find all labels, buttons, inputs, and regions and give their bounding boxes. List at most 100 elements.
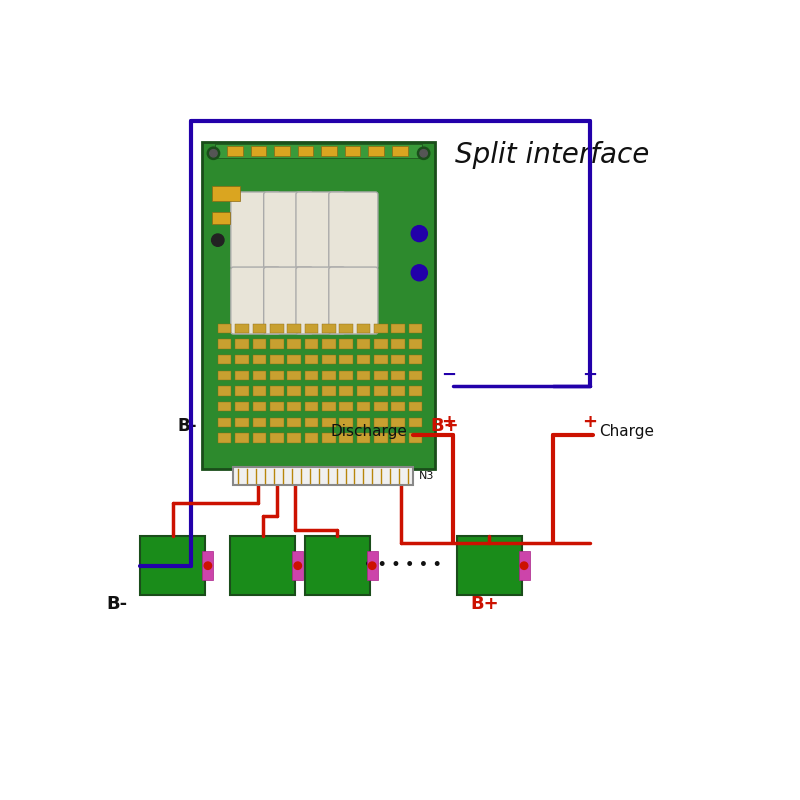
- Bar: [322, 355, 336, 364]
- Bar: [235, 370, 249, 380]
- Bar: [391, 339, 405, 349]
- Bar: [366, 551, 378, 580]
- Bar: [369, 146, 384, 156]
- FancyBboxPatch shape: [296, 192, 345, 269]
- FancyBboxPatch shape: [140, 537, 206, 595]
- Bar: [287, 355, 301, 364]
- Text: Discharge: Discharge: [330, 424, 407, 439]
- Bar: [287, 324, 301, 333]
- Bar: [235, 386, 249, 395]
- Bar: [392, 146, 407, 156]
- Bar: [287, 434, 301, 442]
- Bar: [409, 324, 422, 333]
- Bar: [202, 551, 214, 580]
- Bar: [409, 386, 422, 395]
- Bar: [409, 418, 422, 427]
- Circle shape: [411, 265, 427, 281]
- Bar: [235, 355, 249, 364]
- Bar: [218, 386, 231, 395]
- Bar: [357, 324, 370, 333]
- Text: −: −: [582, 366, 598, 383]
- Bar: [305, 386, 318, 395]
- Bar: [270, 339, 283, 349]
- Bar: [250, 146, 266, 156]
- Bar: [339, 370, 353, 380]
- Circle shape: [204, 562, 211, 570]
- Bar: [374, 386, 388, 395]
- Bar: [218, 339, 231, 349]
- Bar: [518, 551, 530, 580]
- Bar: [270, 418, 283, 427]
- FancyBboxPatch shape: [296, 267, 345, 334]
- Bar: [235, 434, 249, 442]
- FancyBboxPatch shape: [329, 192, 378, 269]
- Circle shape: [520, 562, 528, 570]
- Bar: [253, 402, 266, 411]
- Bar: [305, 355, 318, 364]
- Bar: [322, 370, 336, 380]
- Bar: [322, 418, 336, 427]
- Bar: [374, 355, 388, 364]
- Bar: [305, 370, 318, 380]
- Bar: [339, 434, 353, 442]
- Bar: [339, 402, 353, 411]
- Bar: [374, 418, 388, 427]
- Bar: [322, 434, 336, 442]
- Bar: [270, 324, 283, 333]
- Bar: [339, 339, 353, 349]
- Bar: [305, 324, 318, 333]
- Text: +: +: [582, 414, 598, 431]
- Bar: [357, 386, 370, 395]
- Bar: [357, 370, 370, 380]
- FancyBboxPatch shape: [329, 267, 378, 334]
- Bar: [357, 434, 370, 442]
- Bar: [391, 386, 405, 395]
- Bar: [235, 402, 249, 411]
- Bar: [339, 355, 353, 364]
- Bar: [270, 434, 283, 442]
- FancyBboxPatch shape: [231, 192, 280, 269]
- Bar: [322, 339, 336, 349]
- Bar: [339, 418, 353, 427]
- Text: Split interface: Split interface: [455, 141, 650, 169]
- Bar: [409, 402, 422, 411]
- Bar: [409, 355, 422, 364]
- Text: Charge: Charge: [599, 424, 654, 439]
- Bar: [218, 402, 231, 411]
- Bar: [253, 418, 266, 427]
- Bar: [287, 402, 301, 411]
- Circle shape: [211, 234, 224, 246]
- Bar: [270, 402, 283, 411]
- Bar: [409, 434, 422, 442]
- FancyBboxPatch shape: [234, 467, 413, 486]
- Bar: [235, 339, 249, 349]
- Bar: [287, 418, 301, 427]
- Bar: [253, 434, 266, 442]
- Bar: [391, 418, 405, 427]
- Bar: [322, 324, 336, 333]
- FancyBboxPatch shape: [202, 142, 435, 469]
- Bar: [374, 402, 388, 411]
- Bar: [374, 434, 388, 442]
- Bar: [218, 355, 231, 364]
- Bar: [287, 370, 301, 380]
- Bar: [253, 339, 266, 349]
- Bar: [391, 370, 405, 380]
- Bar: [253, 355, 266, 364]
- Bar: [391, 324, 405, 333]
- FancyBboxPatch shape: [231, 267, 280, 334]
- Bar: [218, 370, 231, 380]
- Text: N3: N3: [419, 471, 434, 481]
- Text: B+: B+: [470, 595, 498, 613]
- Bar: [235, 418, 249, 427]
- Text: −: −: [441, 366, 456, 383]
- Bar: [345, 146, 360, 156]
- Text: B-: B-: [177, 417, 197, 434]
- Circle shape: [420, 150, 427, 157]
- Text: B-: B-: [106, 595, 128, 613]
- Bar: [253, 324, 266, 333]
- Bar: [227, 146, 242, 156]
- Bar: [211, 211, 230, 224]
- Bar: [287, 339, 301, 349]
- Bar: [305, 434, 318, 442]
